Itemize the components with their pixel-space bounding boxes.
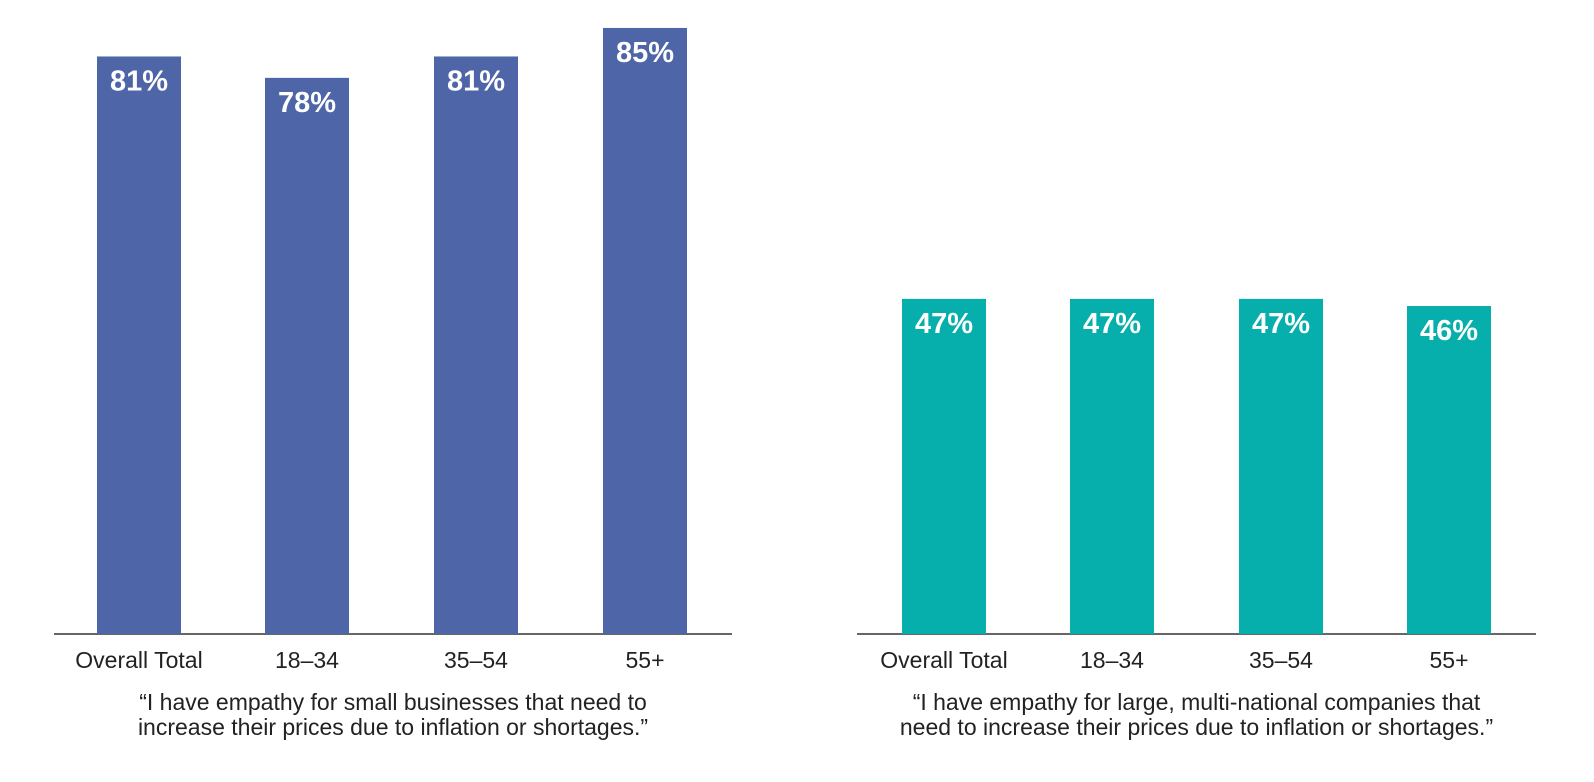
bar [265, 77, 349, 635]
caption-line-1: “I have empathy for small businesses tha… [139, 689, 647, 715]
bar-value-label: 47% [1252, 308, 1310, 340]
bar [97, 56, 181, 635]
bar-value-label: 47% [1083, 308, 1141, 340]
bar-value-label: 81% [110, 65, 168, 97]
category-tick-label: 18–34 [275, 647, 339, 673]
caption-line-2: increase their prices due to inflation o… [137, 714, 649, 740]
chart-caption-small-business: “I have empathy for small businesses tha… [54, 690, 732, 740]
category-tick-label: 55+ [1429, 647, 1468, 673]
bar-value-label: 46% [1420, 315, 1478, 347]
caption-line-1: “I have empathy for large, multi-nationa… [912, 689, 1481, 715]
bar [1407, 306, 1491, 634]
bar [434, 56, 518, 635]
caption-line-2: need to increase their prices due to inf… [899, 714, 1494, 740]
bar [603, 27, 687, 634]
category-tick-label: 55+ [625, 647, 664, 673]
bar [902, 298, 986, 634]
bar [1070, 298, 1154, 634]
bar [1239, 298, 1323, 634]
category-tick-label: 35–54 [444, 647, 508, 673]
small-business-chart: 81% Overall Total 78% 18–34 81% 35–54 85% 55+ [54, 27, 732, 673]
bar-value-label: 47% [915, 308, 973, 340]
chart-caption-large-companies: “I have empathy for large, multi-nationa… [857, 690, 1536, 740]
large-company-chart: 47% Overall Total 47% 18–34 47% 35–54 46% 55+ [857, 298, 1536, 673]
bar-value-label: 81% [447, 65, 505, 97]
bar-value-label: 85% [616, 37, 674, 69]
bar-value-label: 78% [278, 87, 336, 119]
category-tick-label: 35–54 [1249, 647, 1313, 673]
category-tick-label: Overall Total [880, 647, 1007, 673]
category-tick-label: 18–34 [1080, 647, 1144, 673]
category-tick-label: Overall Total [75, 647, 202, 673]
